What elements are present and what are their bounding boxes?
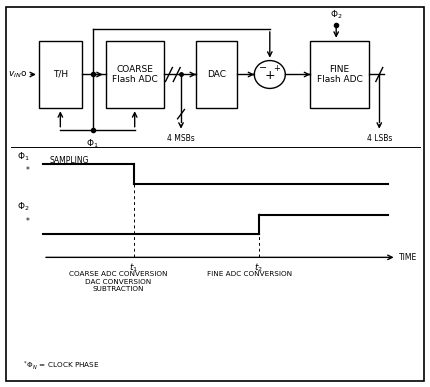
Text: $\Phi_1$: $\Phi_1$: [86, 137, 99, 150]
FancyBboxPatch shape: [105, 41, 163, 108]
Text: DAC CONVERSION: DAC CONVERSION: [85, 279, 151, 285]
Text: *: *: [26, 166, 30, 175]
Text: 4 LSBs: 4 LSBs: [366, 134, 391, 142]
Text: $\Phi_2$: $\Phi_2$: [329, 8, 342, 21]
Text: $t_1$: $t_1$: [129, 262, 138, 274]
Text: DAC: DAC: [206, 70, 226, 79]
Text: COARSE
Flash ADC: COARSE Flash ADC: [111, 65, 157, 84]
Text: COARSE ADC CONVERSION: COARSE ADC CONVERSION: [69, 271, 167, 277]
Text: SAMPLING: SAMPLING: [49, 156, 89, 165]
Text: SUBTRACTION: SUBTRACTION: [92, 286, 144, 293]
Text: 4 MSBs: 4 MSBs: [167, 134, 194, 142]
Text: −: −: [258, 63, 267, 73]
Text: $v_{IN}$o: $v_{IN}$o: [8, 69, 27, 80]
Text: *: *: [26, 217, 30, 226]
FancyBboxPatch shape: [310, 41, 368, 108]
Text: $^*\Phi_N$ = CLOCK PHASE: $^*\Phi_N$ = CLOCK PHASE: [22, 360, 99, 372]
Text: FINE
Flash ADC: FINE Flash ADC: [316, 65, 362, 84]
Text: T/H: T/H: [52, 70, 68, 79]
Text: +: +: [264, 69, 274, 82]
Text: +: +: [272, 64, 279, 73]
Text: TIME: TIME: [398, 253, 416, 262]
Text: $\Phi_2$: $\Phi_2$: [17, 200, 30, 213]
Text: FINE ADC CONVERSION: FINE ADC CONVERSION: [207, 271, 292, 277]
Text: $\Phi_1$: $\Phi_1$: [17, 150, 30, 163]
FancyBboxPatch shape: [39, 41, 82, 108]
FancyBboxPatch shape: [196, 41, 237, 108]
Circle shape: [254, 60, 285, 89]
Text: $t_2$: $t_2$: [254, 262, 262, 274]
